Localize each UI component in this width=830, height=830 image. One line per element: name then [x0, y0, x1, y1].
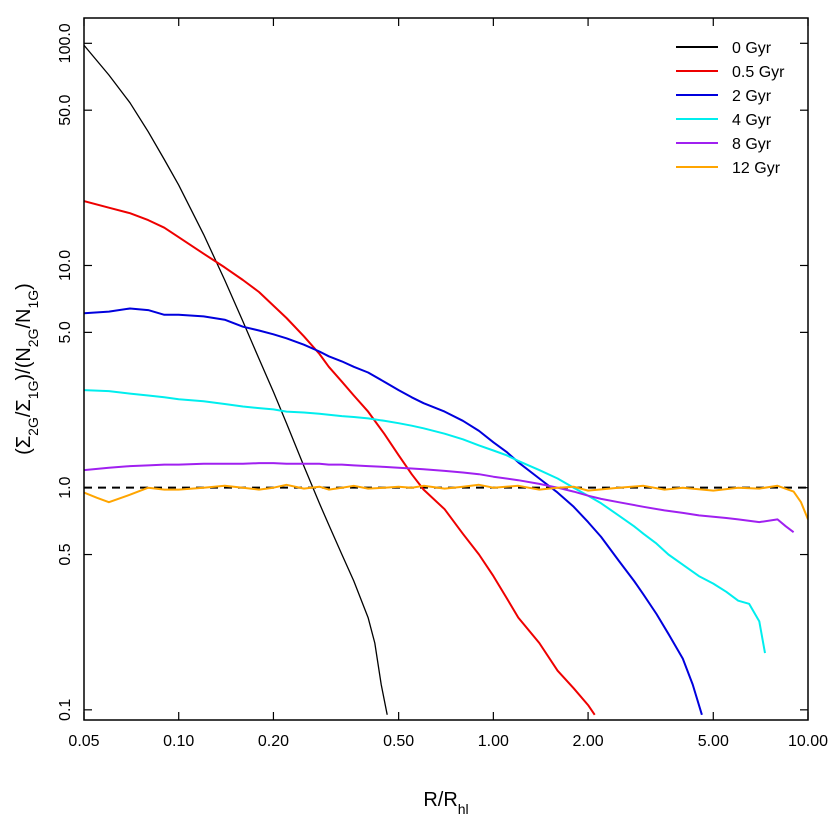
- x-tick-label: 1.00: [478, 733, 509, 750]
- legend: 0 Gyr 0.5 Gyr 2 Gyr 4 Gyr 8 Gyr 12 Gyr: [676, 40, 785, 177]
- plot-frame: [83, 17, 809, 721]
- legend-label: 8 Gyr: [732, 136, 772, 153]
- legend-label: 4 Gyr: [732, 112, 772, 129]
- x-tick-label: 0.50: [383, 733, 414, 750]
- y-tick-label: 50.0: [57, 95, 74, 126]
- x-tick-label: 0.10: [163, 733, 194, 750]
- legend-label: 0.5 Gyr: [732, 64, 785, 81]
- legend-label: 0 Gyr: [732, 40, 772, 57]
- x-tick-label: 10.00: [788, 733, 828, 750]
- series-line-12-gyr: [84, 483, 808, 520]
- plot-area: [84, 44, 808, 716]
- series-line-4-gyr: [84, 389, 766, 654]
- x-tick-label: 0.05: [68, 733, 99, 750]
- y-axis-title: (Σ2G/Σ1G)/(N2G/N1G): [13, 283, 41, 455]
- series-line-8-gyr: [84, 462, 795, 533]
- series-group: [84, 44, 808, 716]
- legend-label: 2 Gyr: [732, 88, 772, 105]
- series-line-2-gyr: [84, 307, 703, 716]
- axis-titles: R/Rhl (Σ2G/Σ1G)/(N2G/N1G): [13, 283, 469, 817]
- x-tick-label: 5.00: [698, 733, 729, 750]
- y-tick-label: 100.0: [57, 23, 74, 63]
- y-tick-label: 0.1: [57, 699, 74, 721]
- x-tick-label: 0.20: [258, 733, 289, 750]
- series-line-0-5-gyr: [84, 200, 596, 716]
- y-tick-label: 1.0: [57, 476, 74, 498]
- x-axis-title: R/Rhl: [423, 789, 468, 817]
- legend-label: 12 Gyr: [732, 160, 781, 177]
- axes: 0.05 0.10 0.20 0.50 1.00 2.00 5.00 10.00 0.1 0.5 1…: [57, 17, 828, 750]
- y-tick-label: 5.0: [57, 321, 74, 343]
- y-tick-label: 10.0: [57, 250, 74, 281]
- x-tick-label: 2.00: [573, 733, 604, 750]
- series-line-0-gyr: [84, 44, 388, 715]
- y-tick-label: 0.5: [57, 543, 74, 565]
